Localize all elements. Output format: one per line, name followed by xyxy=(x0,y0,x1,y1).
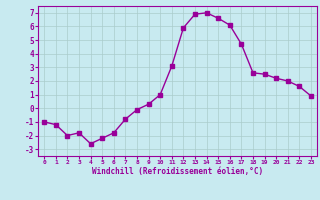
X-axis label: Windchill (Refroidissement éolien,°C): Windchill (Refroidissement éolien,°C) xyxy=(92,167,263,176)
